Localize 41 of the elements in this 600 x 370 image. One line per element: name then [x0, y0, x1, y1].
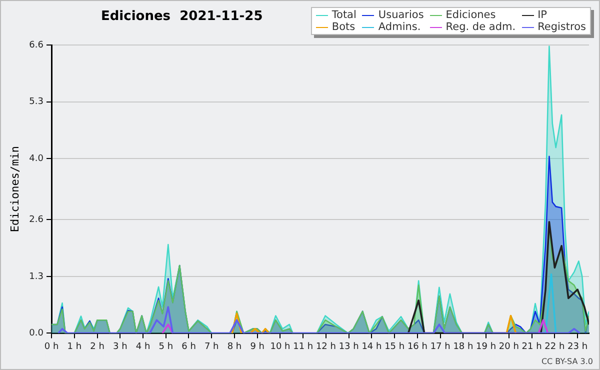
- y-tick-label: 1.3: [29, 272, 44, 282]
- x-tick-label: 12 h: [316, 342, 336, 352]
- x-tick-label: 18 h: [453, 342, 474, 352]
- legend-label: Registros: [536, 21, 586, 33]
- x-tick-label: 17 h: [430, 342, 450, 352]
- x-tick-label: 9 h: [250, 342, 265, 352]
- x-tick-label: 16 h: [407, 342, 428, 352]
- x-tick-label: 14 h: [362, 342, 382, 352]
- legend-label: Ediciones: [444, 9, 497, 21]
- legend-label: IP: [536, 9, 548, 21]
- legend-label: Usuarios: [377, 9, 424, 21]
- x-tick-label: 15 h: [384, 342, 405, 352]
- x-tick-label: 10 h: [270, 342, 290, 352]
- x-tick-label: 23 h: [568, 342, 588, 352]
- x-tick-label: 0 h: [44, 342, 59, 352]
- text: CC BY-SA 3.0: [541, 357, 593, 366]
- legend-label: Total: [330, 9, 356, 21]
- x-tick-label: 13 h: [338, 342, 359, 352]
- y-tick-label: 2.6: [29, 215, 44, 226]
- y-tick-label: 0.0: [29, 328, 44, 339]
- y-tick-label: 6.6: [29, 40, 44, 50]
- legend-label: Bots: [330, 21, 356, 33]
- x-tick-label: 19 h: [476, 342, 496, 352]
- x-tick-label: 3 h: [112, 342, 128, 352]
- y-tick-label: 4.0: [29, 154, 44, 164]
- legend-label: Admins.: [377, 21, 422, 33]
- x-tick-label: 1 h: [67, 342, 82, 352]
- x-tick-label: 21 h: [522, 342, 542, 352]
- x-tick-label: 4 h: [136, 342, 150, 352]
- x-tick-label: 2 h: [90, 342, 104, 352]
- x-tick-label: 6 h: [182, 342, 196, 352]
- y-axis-title: Ediciones/min: [8, 146, 22, 232]
- y-tick-label: 5.3: [29, 97, 44, 108]
- x-tick-label: 8 h: [227, 342, 242, 352]
- x-tick-label: 22 h: [544, 342, 565, 352]
- x-tick-label: 7 h: [204, 342, 219, 352]
- x-tick-label: 11 h: [293, 342, 314, 352]
- x-tick-label: 5 h: [158, 342, 174, 352]
- chart-title: Ediciones 2021-11-25: [101, 9, 263, 24]
- x-tick-label: 20 h: [498, 342, 519, 352]
- legend-label: Reg. de adm.: [444, 21, 516, 33]
